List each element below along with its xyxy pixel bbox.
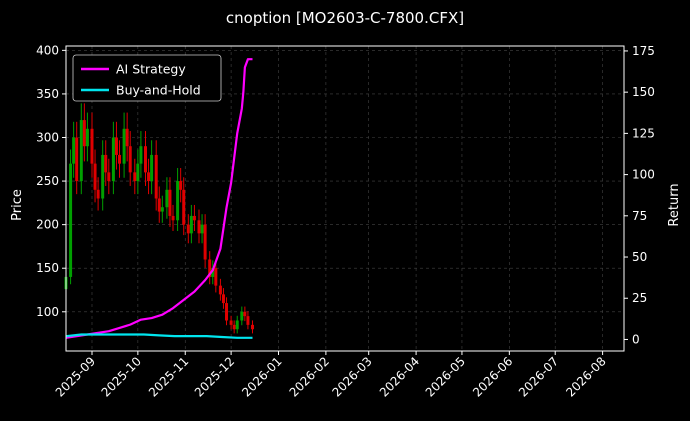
price-candle [75,137,79,182]
y-tick-label: 100 [36,305,59,319]
buy-and-hold-line [65,333,253,339]
legend-box [72,54,222,102]
y2-tick-label: 0 [632,332,640,346]
price-candle [168,189,172,216]
price-candle [182,189,186,225]
price-candle [235,320,239,330]
price-candle [171,215,175,221]
plot-frame [65,45,625,352]
price-candle [104,154,108,173]
price-candle [85,128,89,147]
price-candle [160,207,164,212]
price-candle [93,163,97,190]
price-candle [122,128,126,164]
y-axis-label: Price [10,189,25,221]
price-candle [203,224,207,260]
price-candle [246,316,250,325]
price-candle [79,120,83,182]
price-candle [133,172,137,182]
price-candle [229,320,233,325]
price-candle [128,146,132,173]
price-candle [111,137,115,182]
chart-title: cnoption [MO2603-C-7800.CFX] [226,9,464,27]
price-candle [157,198,161,212]
y-tick-label: 150 [36,261,59,275]
price-candle [136,163,140,182]
y2-tick-label: 125 [632,126,655,140]
price-candle [101,154,105,199]
price-candle [143,146,147,173]
price-candle [221,294,225,304]
y2-axis-label: Return [667,183,682,226]
y2-tick-label: 150 [632,85,655,99]
price-candle [211,268,215,277]
y2-tick-label: 100 [632,168,655,182]
price-candle [197,220,201,234]
price-candle [208,259,212,277]
y2-tick-label: 75 [632,209,647,223]
price-candle [179,181,183,190]
price-candle [114,137,118,155]
price-candle [96,189,100,199]
price-candle [200,224,204,234]
price-candle [165,189,169,208]
price-candle [150,154,154,182]
ai-strategy-line [65,58,253,339]
price-candle [107,172,111,182]
price-candle [251,324,255,330]
price-candle [225,303,229,321]
price-candle [72,137,76,164]
price-candle [218,285,222,295]
price-candle [214,268,218,286]
price-candle [118,154,122,164]
y2-tick-label: 50 [632,250,647,264]
price-candle [82,120,86,147]
y-tick-label: 400 [36,43,59,57]
price-candle [243,311,247,317]
price-candle [125,128,129,147]
y-tick-label: 350 [36,87,59,101]
price-candle [90,128,94,164]
price-candle [147,172,151,182]
legend-label: Buy-and-Hold [116,83,201,98]
price-candle [240,311,244,321]
y-tick-label: 250 [36,174,59,188]
price-candle [154,154,158,199]
price-candle [176,181,180,221]
price-candle [232,324,236,330]
legend-label: AI Strategy [116,62,186,77]
price-candle [186,224,190,234]
y-tick-label: 200 [36,218,59,232]
legend: AI Strategy Buy-and-Hold [72,54,222,102]
y-tick-label: 300 [36,131,59,145]
price-candle [192,215,196,221]
y2-tick-label: 25 [632,291,647,305]
y2-tick-label: 175 [632,44,655,58]
price-candle [69,163,73,277]
price-candle [189,215,193,234]
price-candle [139,146,143,164]
